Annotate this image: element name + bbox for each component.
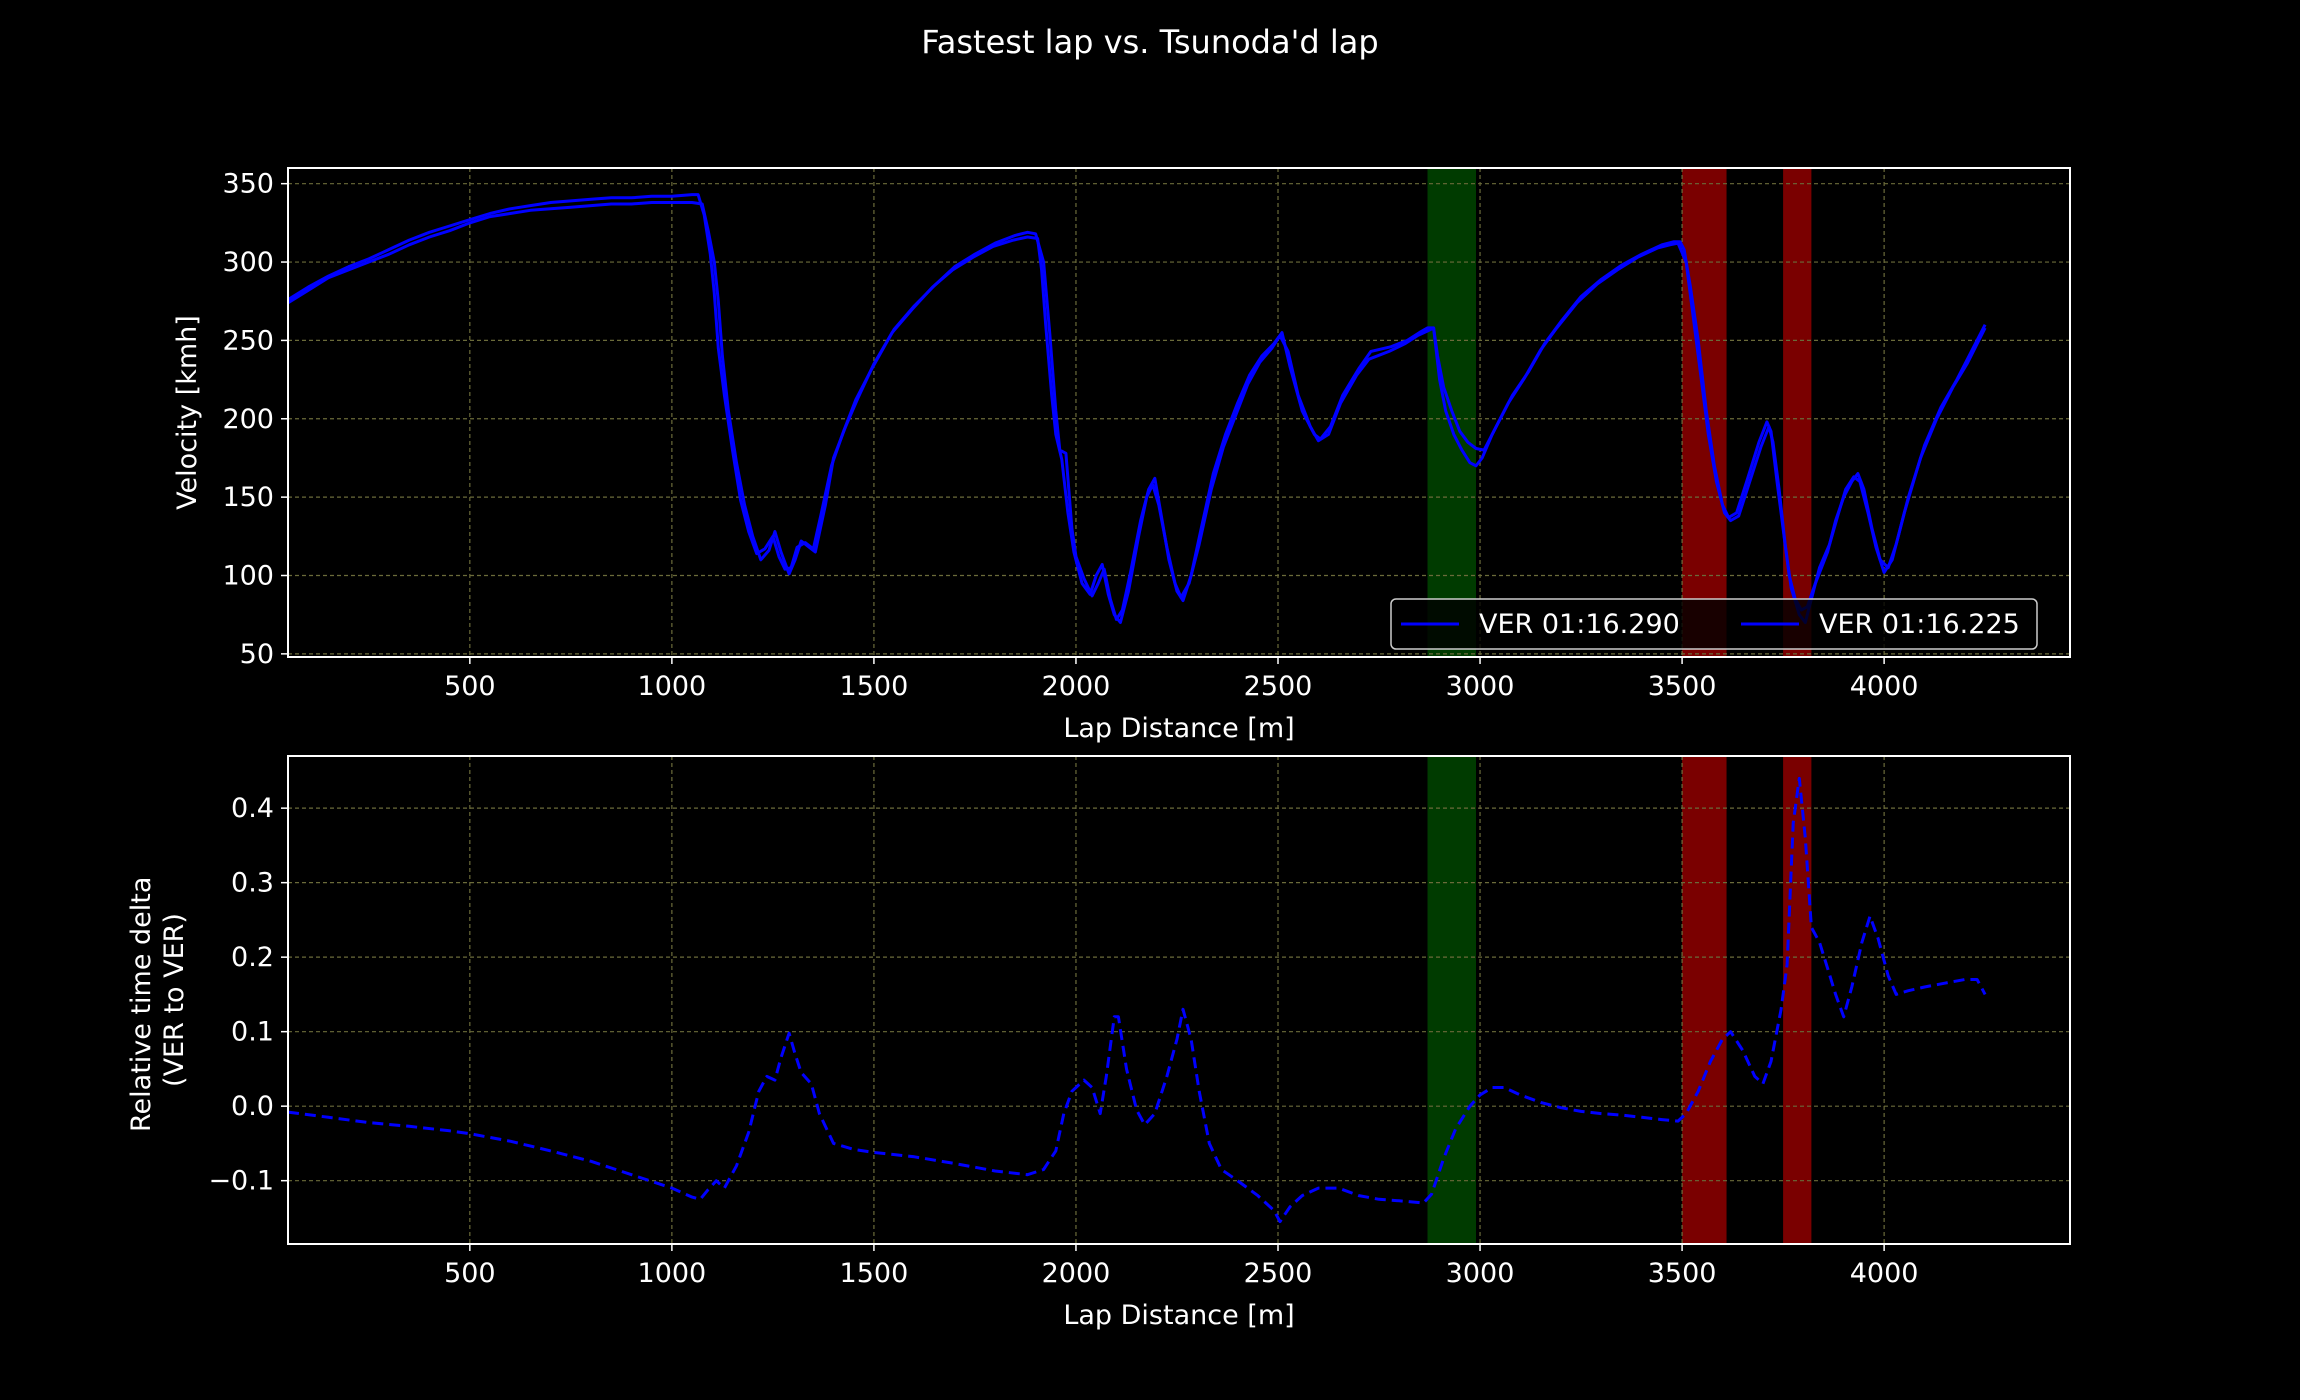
- y-axis-ticks: 50 100 150 200 250 300 350: [222, 169, 288, 670]
- x-tick-label: 3000: [1446, 1258, 1515, 1289]
- y-axis-label-line-2: (VER to VER): [159, 913, 190, 1087]
- highlight-region: [1783, 168, 1812, 657]
- grid-lines: [288, 756, 2070, 1244]
- highlight-region: [1427, 756, 1476, 1244]
- legend-box: [1390, 598, 2038, 650]
- plot-frame: [287, 755, 2071, 1245]
- x-tick-label: 4000: [1850, 1258, 1919, 1289]
- y-tick-label: 0.4: [231, 793, 274, 824]
- delta-series: [287, 776, 1987, 1224]
- plot-frame: [287, 167, 2071, 658]
- x-tick-label: 500: [444, 1258, 496, 1289]
- highlight-regions: [1427, 756, 1812, 1244]
- x-axis-label: Lap Distance [m]: [1063, 713, 1294, 744]
- y-axis-label: Relative time delta (VER to VER): [126, 868, 190, 1132]
- x-tick-label: 3000: [1446, 671, 1515, 702]
- x-axis-ticks: 500 1000 1500 2000 2500 3000 3500 4000: [444, 657, 1918, 702]
- y-axis-label: Velocity [kmh]: [172, 315, 203, 510]
- velocity-series: [287, 193, 1987, 624]
- x-tick-label: 4000: [1850, 671, 1919, 702]
- legend-entry: VER 01:16.290: [1479, 609, 1680, 640]
- chart-title: Fastest lap vs. Tsunoda'd lap: [921, 23, 1378, 61]
- velocity-line-2: [287, 193, 1987, 624]
- x-tick-label: 1500: [840, 1258, 909, 1289]
- y-axis-label-line-1: Relative time delta: [126, 877, 157, 1132]
- y-tick-label: 50: [240, 639, 274, 670]
- x-tick-label: 3500: [1648, 671, 1717, 702]
- delta-line: [287, 776, 1987, 1224]
- time-delta-plot: 500 1000 1500 2000 2500 3000 3500 4000 −0.1 0.0 0…: [126, 755, 2071, 1331]
- x-tick-label: 500: [444, 671, 496, 702]
- x-tick-label: 2000: [1042, 1258, 1111, 1289]
- y-tick-label: 0.1: [231, 1017, 274, 1048]
- y-tick-label: 200: [222, 404, 274, 435]
- y-tick-label: 0.2: [231, 942, 274, 973]
- x-tick-label: 2000: [1042, 671, 1111, 702]
- grid-lines: [288, 168, 2070, 657]
- x-tick-label: 3500: [1648, 1258, 1717, 1289]
- x-tick-label: 1000: [638, 1258, 707, 1289]
- legend-entry: VER 01:16.225: [1819, 609, 2020, 640]
- x-tick-label: 2500: [1244, 1258, 1313, 1289]
- y-tick-label: 250: [222, 325, 274, 356]
- y-tick-label: 100: [222, 561, 274, 592]
- y-tick-label: 150: [222, 482, 274, 513]
- y-axis-ticks: −0.1 0.0 0.1 0.2 0.3 0.4: [208, 793, 288, 1197]
- highlight-region: [1783, 756, 1812, 1244]
- x-axis-label: Lap Distance [m]: [1063, 1300, 1294, 1331]
- legend: VER 01:16.290 VER 01:16.225: [1390, 598, 2038, 650]
- y-tick-label: 300: [222, 247, 274, 278]
- velocity-plot: 500 1000 1500 2000 2500 3000 3500 4000 50 100 150…: [172, 167, 2071, 744]
- y-tick-label: 0.0: [231, 1091, 274, 1122]
- y-tick-label: 350: [222, 169, 274, 200]
- y-tick-label: −0.1: [208, 1166, 274, 1197]
- y-tick-label: 0.3: [231, 868, 274, 899]
- x-tick-label: 1000: [638, 671, 707, 702]
- highlight-region: [1682, 756, 1727, 1244]
- x-axis-ticks: 500 1000 1500 2000 2500 3000 3500 4000: [444, 1244, 1918, 1289]
- x-tick-label: 2500: [1244, 671, 1313, 702]
- x-tick-label: 1500: [840, 671, 909, 702]
